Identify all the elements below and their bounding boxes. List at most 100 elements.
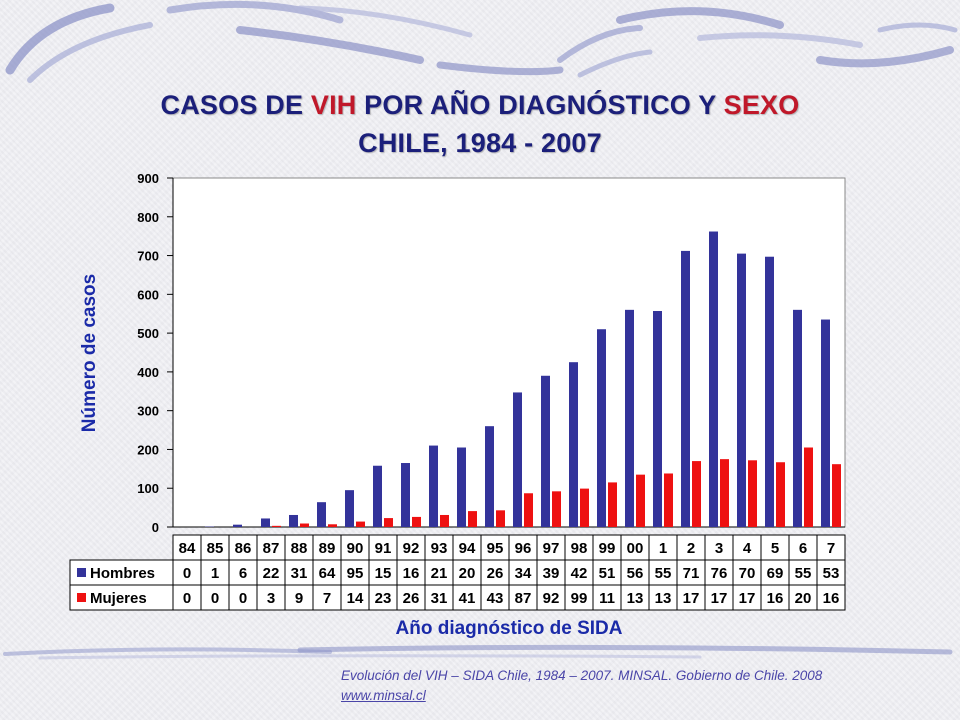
y-tick-label: 700: [137, 249, 159, 264]
y-tick-label: 800: [137, 210, 159, 225]
table-cell-hombres: 21: [431, 565, 448, 582]
table-cell-mujeres: 26: [403, 590, 420, 607]
table-cell-mujeres: 20: [795, 590, 812, 607]
table-cell-mujeres: 14: [347, 590, 364, 607]
y-tick-label: 300: [137, 404, 159, 419]
table-cell-hombres: 31: [291, 565, 308, 582]
table-cell-mujeres: 13: [627, 590, 644, 607]
bar-mujeres-00: [636, 474, 645, 527]
table-cell-mujeres: 43: [487, 590, 504, 607]
table-cell-hombres: 53: [823, 565, 840, 582]
bar-hombres-99: [597, 329, 606, 527]
table-cell-hombres: 22: [263, 565, 280, 582]
y-tick-label: 400: [137, 365, 159, 380]
table-cell-hombres: 56: [627, 565, 644, 582]
bar-hombres-91: [373, 465, 382, 527]
bar-hombres-2: [681, 250, 690, 527]
table-cell-mujeres: 16: [823, 590, 840, 607]
table-cell-hombres: 34: [515, 565, 532, 582]
bar-mujeres-6: [804, 447, 813, 527]
table-cell-mujeres: 41: [459, 590, 476, 607]
table-cell-hombres: 1: [211, 565, 219, 582]
page-title-line-2: CHILE, 1984 - 2007: [358, 128, 602, 158]
bar-mujeres-2: [692, 461, 701, 527]
x-tick-label: 92: [403, 540, 420, 557]
table-cell-hombres: 70: [739, 565, 756, 582]
source-link[interactable]: www.minsal.cl: [341, 688, 426, 703]
bar-mujeres-93: [440, 514, 449, 527]
bar-mujeres-97: [552, 491, 561, 527]
table-cell-mujeres: 13: [655, 590, 672, 607]
legend-swatch-mujeres: [77, 593, 86, 602]
bar-mujeres-96: [524, 493, 533, 527]
bar-hombres-1: [653, 311, 662, 527]
bar-mujeres-89: [328, 524, 337, 527]
bar-hombres-88: [289, 514, 298, 527]
table-cell-hombres: 64: [319, 565, 336, 582]
legend-label-mujeres: Mujeres: [90, 590, 147, 607]
table-cell-mujeres: 87: [515, 590, 532, 607]
x-tick-label: 4: [743, 540, 752, 557]
table-cell-mujeres: 0: [211, 590, 219, 607]
table-cell-mujeres: 92: [543, 590, 560, 607]
x-tick-label: 6: [799, 540, 807, 557]
table-cell-mujeres: 23: [375, 590, 392, 607]
x-tick-label: 99: [599, 540, 616, 557]
x-tick-label: 84: [179, 540, 196, 557]
bar-hombres-4: [737, 253, 746, 527]
x-tick-label: 85: [207, 540, 224, 557]
plot-area: [172, 177, 846, 528]
title-text-1: CASOS DE: [160, 90, 311, 120]
title-sexo: SEXO: [723, 90, 800, 120]
table-cell-hombres: 15: [375, 565, 392, 582]
x-tick-label: 2: [687, 540, 695, 557]
bar-hombres-96: [513, 392, 522, 527]
bar-hombres-5: [765, 256, 774, 527]
table-cell-hombres: 76: [711, 565, 728, 582]
bar-mujeres-5: [776, 462, 785, 527]
title-vih: VIH: [310, 90, 357, 120]
bar-mujeres-91: [384, 518, 393, 527]
table-cell-mujeres: 16: [767, 590, 784, 607]
bar-hombres-87: [261, 518, 270, 527]
page-title-line-1: CASOS DE VIH POR AÑO DIAGNÓSTICO Y SEXO: [0, 90, 960, 121]
table-cell-hombres: 39: [543, 565, 560, 582]
source-citation: Evolución del VIH – SIDA Chile, 1984 – 2…: [341, 668, 823, 683]
y-axis-title: Número de casos: [79, 274, 100, 432]
bar-mujeres-1: [664, 473, 673, 527]
table-cell-hombres: 51: [599, 565, 616, 582]
x-tick-label: 89: [319, 540, 336, 557]
bar-mujeres-88: [300, 523, 309, 527]
x-tick-label: 5: [771, 540, 779, 557]
legend-label-hombres: Hombres: [90, 565, 155, 582]
table-cell-mujeres: 17: [739, 590, 756, 607]
bar-mujeres-98: [580, 488, 589, 527]
x-tick-label: 97: [543, 540, 560, 557]
bar-hombres-90: [345, 490, 354, 527]
table-cell-hombres: 71: [683, 565, 700, 582]
bar-hombres-7: [821, 319, 830, 527]
table-cell-mujeres: 99: [571, 590, 588, 607]
table-cell-hombres: 0: [183, 565, 191, 582]
table-cell-mujeres: 31: [431, 590, 448, 607]
bar-mujeres-3: [720, 459, 729, 527]
bar-hombres-00: [625, 309, 634, 527]
table-cell-mujeres: 0: [183, 590, 191, 607]
bar-hombres-3: [709, 231, 718, 527]
bar-mujeres-92: [412, 516, 421, 527]
bar-hombres-89: [317, 502, 326, 527]
bar-mujeres-99: [608, 482, 617, 527]
table-cell-hombres: 26: [487, 565, 504, 582]
table-cell-mujeres: 7: [323, 590, 331, 607]
table-cell-hombres: 55: [655, 565, 672, 582]
table-cell-mujeres: 17: [683, 590, 700, 607]
bar-mujeres-4: [748, 460, 757, 527]
decorative-swirl-top: [5, 0, 958, 83]
x-tick-label: 95: [487, 540, 504, 557]
x-tick-label: 86: [235, 540, 252, 557]
x-tick-label: 90: [347, 540, 364, 557]
bar-hombres-6: [793, 309, 802, 527]
bar-mujeres-94: [468, 511, 477, 527]
bar-hombres-93: [429, 445, 438, 527]
